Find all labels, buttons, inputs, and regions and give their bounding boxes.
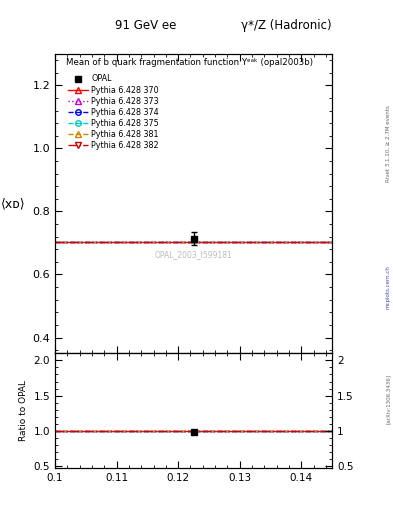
Legend: OPAL, Pythia 6.428 370, Pythia 6.428 373, Pythia 6.428 374, Pythia 6.428 375, Py: OPAL, Pythia 6.428 370, Pythia 6.428 373… xyxy=(64,71,162,153)
Text: OPAL_2003_I599181: OPAL_2003_I599181 xyxy=(155,250,232,259)
Text: Rivet 3.1.10, ≥ 2.7M events: Rivet 3.1.10, ≥ 2.7M events xyxy=(386,105,391,182)
Text: 91 GeV ee: 91 GeV ee xyxy=(115,19,176,32)
Text: [arXiv:1306.3436]: [arXiv:1306.3436] xyxy=(386,374,391,424)
Text: γ*/Z (Hadronic): γ*/Z (Hadronic) xyxy=(241,19,332,32)
Y-axis label: ⟨xᴅ⟩: ⟨xᴅ⟩ xyxy=(1,197,25,210)
Text: mcplots.cern.ch: mcplots.cern.ch xyxy=(386,265,391,309)
Text: Mean of b quark fragmentation function Υᵉᵃᵏ (opal2003b): Mean of b quark fragmentation function Υ… xyxy=(66,58,313,67)
Y-axis label: Ratio to OPAL: Ratio to OPAL xyxy=(19,380,28,441)
